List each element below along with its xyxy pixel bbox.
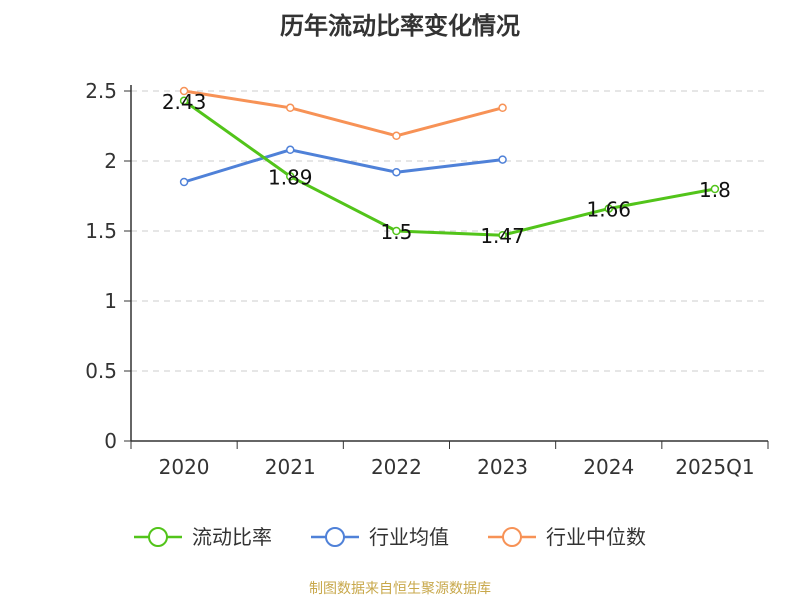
data-point[interactable]	[286, 103, 295, 113]
legend-item[interactable]: 行业中位数	[488, 525, 646, 549]
x-tick-label: 2022	[371, 455, 422, 479]
y-tick-label: 2	[104, 149, 117, 173]
data-labels: 2.43 1.89 1.5 1.47 1.66 1.8	[162, 90, 731, 248]
source-note: 制图数据来自恒生聚源数据库	[309, 581, 491, 597]
series-line[interactable]	[183, 89, 503, 138]
legend-item[interactable]: 流动比率	[134, 525, 272, 549]
grid-lines	[131, 90, 768, 372]
x-tick-label: 2021	[265, 455, 316, 479]
data-point[interactable]	[498, 103, 507, 113]
legend-label: 行业中位数	[546, 525, 646, 549]
data-label: 1.8	[699, 178, 731, 202]
data-point[interactable]	[604, 204, 613, 213]
data-label: 1.5	[381, 220, 413, 244]
data-point[interactable]	[498, 230, 507, 240]
y-tick-label: 0	[104, 429, 117, 453]
data-label: 1.47	[480, 224, 525, 248]
data-point[interactable]	[710, 184, 720, 194]
series-line[interactable]	[183, 99, 716, 237]
legend-label: 流动比率	[192, 525, 272, 549]
y-tick-label: 1.5	[85, 219, 117, 243]
y-tick-label: 2.5	[85, 79, 117, 103]
axes: 0 0.5 1 1.5 2 2.5 2020 2021 2022 2023 2024 2025Q1	[85, 79, 769, 479]
data-point[interactable]	[179, 86, 189, 96]
data-label: 2.43	[162, 90, 207, 114]
x-tick-label: 2023	[477, 455, 528, 479]
data-point[interactable]	[179, 177, 189, 187]
data-point[interactable]	[498, 155, 507, 164]
data-point[interactable]	[392, 167, 401, 177]
data-point[interactable]	[392, 226, 401, 236]
legend-label: 行业均值	[369, 525, 449, 549]
legend-marker-icon	[325, 527, 345, 547]
x-tick-label: 2024	[583, 455, 634, 479]
y-tick-label: 1	[104, 289, 117, 313]
data-point[interactable]	[286, 172, 295, 181]
y-tick-label: 0.5	[85, 359, 117, 383]
legend-marker-icon	[502, 527, 522, 547]
data-point[interactable]	[179, 96, 189, 106]
series-line[interactable]	[183, 148, 503, 184]
x-tick-label: 2025Q1	[675, 455, 754, 479]
legend[interactable]: 流动比率 行业均值 行业中位数	[134, 525, 646, 549]
legend-marker-icon	[148, 527, 168, 547]
data-label: 1.66	[586, 198, 631, 222]
data-label: 1.89	[268, 165, 313, 189]
chart-title: 历年流动比率变化情况	[280, 12, 520, 40]
legend-item[interactable]: 行业均值	[311, 525, 449, 549]
x-tick-label: 2020	[159, 455, 210, 479]
series-lines	[179, 86, 720, 240]
data-point[interactable]	[392, 131, 401, 141]
data-point[interactable]	[286, 145, 295, 155]
